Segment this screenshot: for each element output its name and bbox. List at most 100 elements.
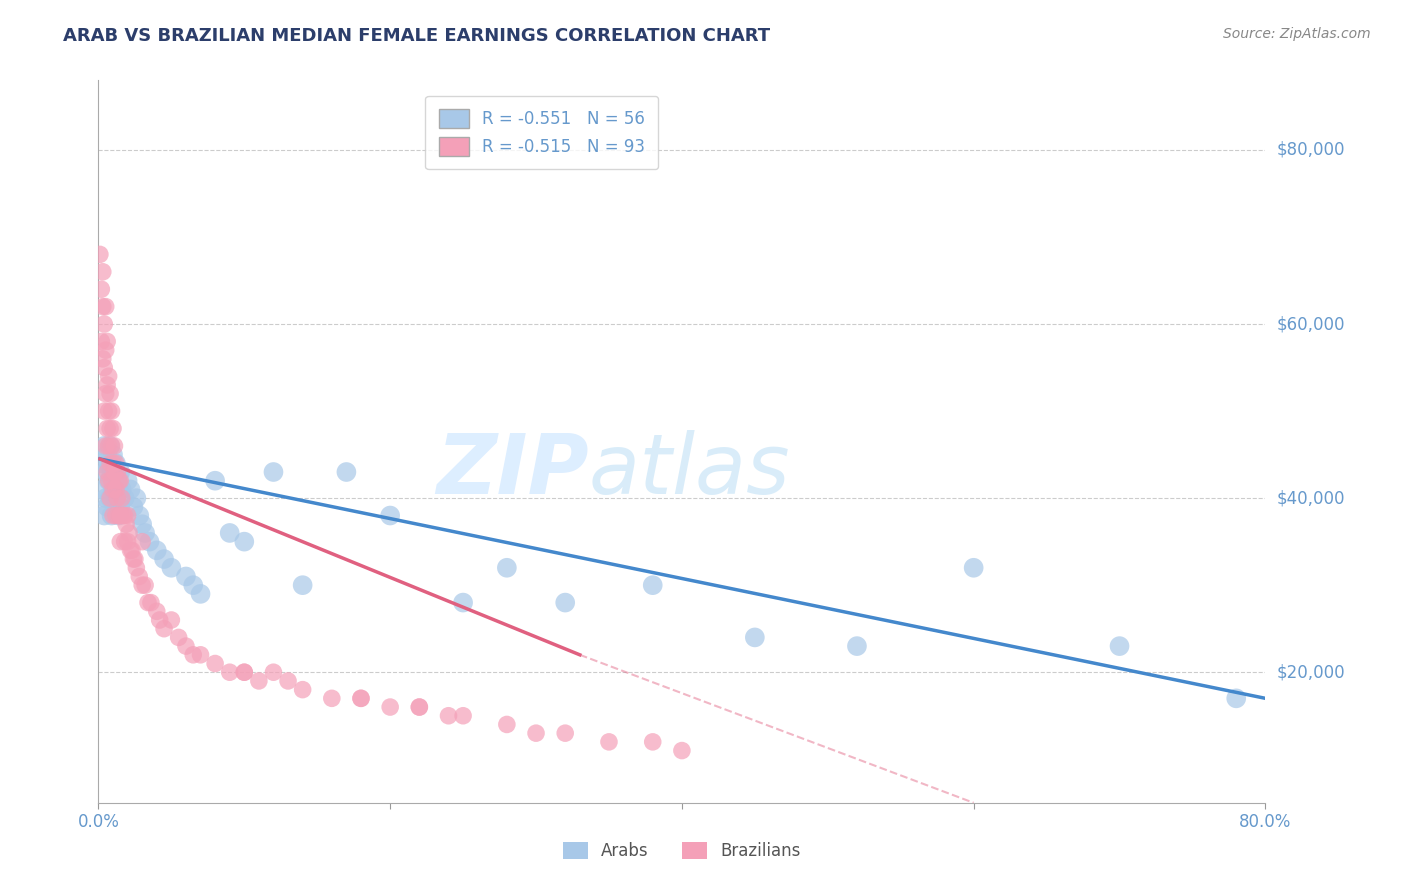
Point xyxy=(218,525,240,540)
Point xyxy=(98,386,121,401)
Point xyxy=(97,474,120,488)
Text: atlas: atlas xyxy=(589,430,790,511)
Point xyxy=(160,561,183,575)
Point xyxy=(96,500,118,514)
Point xyxy=(125,491,148,505)
Point xyxy=(104,483,127,497)
Point xyxy=(117,474,139,488)
Point xyxy=(93,439,115,453)
Point xyxy=(962,561,984,575)
Point xyxy=(218,665,240,680)
Text: $40,000: $40,000 xyxy=(1277,489,1346,508)
Point xyxy=(131,534,153,549)
Point xyxy=(554,596,576,610)
Text: ARAB VS BRAZILIAN MEDIAN FEMALE EARNINGS CORRELATION CHART: ARAB VS BRAZILIAN MEDIAN FEMALE EARNINGS… xyxy=(63,27,770,45)
Point xyxy=(524,726,547,740)
Point xyxy=(380,700,402,714)
Point xyxy=(181,648,204,662)
Point xyxy=(128,569,150,583)
Point xyxy=(408,700,430,714)
Point xyxy=(350,691,373,706)
Text: $60,000: $60,000 xyxy=(1277,315,1346,333)
Point xyxy=(100,508,122,523)
Point xyxy=(181,578,204,592)
Point xyxy=(110,508,132,523)
Point xyxy=(96,421,118,435)
Point xyxy=(104,491,127,505)
Point xyxy=(321,691,343,706)
Point xyxy=(671,743,693,757)
Text: ZIP: ZIP xyxy=(436,430,589,511)
Point xyxy=(262,665,284,680)
Point xyxy=(496,561,519,575)
Point xyxy=(117,534,139,549)
Point xyxy=(350,691,373,706)
Point xyxy=(97,404,120,418)
Point xyxy=(94,439,117,453)
Point xyxy=(291,578,314,592)
Point xyxy=(277,673,299,688)
Point xyxy=(105,465,128,479)
Point xyxy=(97,439,120,453)
Point xyxy=(94,491,117,505)
Point xyxy=(131,578,153,592)
Point xyxy=(94,343,117,358)
Point xyxy=(90,334,112,349)
Text: $80,000: $80,000 xyxy=(1277,141,1346,159)
Point xyxy=(90,282,112,296)
Point xyxy=(100,439,122,453)
Point xyxy=(98,491,121,505)
Point xyxy=(110,465,132,479)
Point xyxy=(100,465,122,479)
Point xyxy=(160,613,183,627)
Point xyxy=(110,474,132,488)
Point xyxy=(103,465,125,479)
Point xyxy=(641,578,664,592)
Point xyxy=(100,404,122,418)
Point xyxy=(114,508,136,523)
Point xyxy=(110,500,132,514)
Point xyxy=(110,534,132,549)
Point xyxy=(117,508,139,523)
Point xyxy=(153,552,176,566)
Point xyxy=(101,448,124,462)
Point xyxy=(380,508,402,523)
Point xyxy=(846,639,869,653)
Point xyxy=(94,386,117,401)
Point xyxy=(124,552,146,566)
Text: $20,000: $20,000 xyxy=(1277,664,1346,681)
Point xyxy=(104,456,127,470)
Point xyxy=(451,596,474,610)
Point xyxy=(91,351,114,366)
Point xyxy=(437,708,460,723)
Point xyxy=(335,465,357,479)
Point xyxy=(134,578,156,592)
Point xyxy=(134,525,156,540)
Point xyxy=(167,631,190,645)
Point xyxy=(233,534,256,549)
Point xyxy=(204,657,226,671)
Point xyxy=(98,421,121,435)
Point xyxy=(291,682,314,697)
Point xyxy=(108,483,131,497)
Point xyxy=(128,508,150,523)
Point xyxy=(94,300,117,314)
Point xyxy=(247,673,270,688)
Point xyxy=(122,500,145,514)
Point xyxy=(94,465,117,479)
Point xyxy=(554,726,576,740)
Point xyxy=(122,552,145,566)
Point xyxy=(93,508,115,523)
Point xyxy=(174,569,197,583)
Point xyxy=(93,404,115,418)
Point xyxy=(104,456,127,470)
Point xyxy=(101,483,124,497)
Point xyxy=(91,300,114,314)
Point xyxy=(105,491,128,505)
Point xyxy=(146,543,169,558)
Point xyxy=(96,334,118,349)
Point xyxy=(97,456,120,470)
Point xyxy=(105,474,128,488)
Point xyxy=(97,474,120,488)
Point xyxy=(190,648,212,662)
